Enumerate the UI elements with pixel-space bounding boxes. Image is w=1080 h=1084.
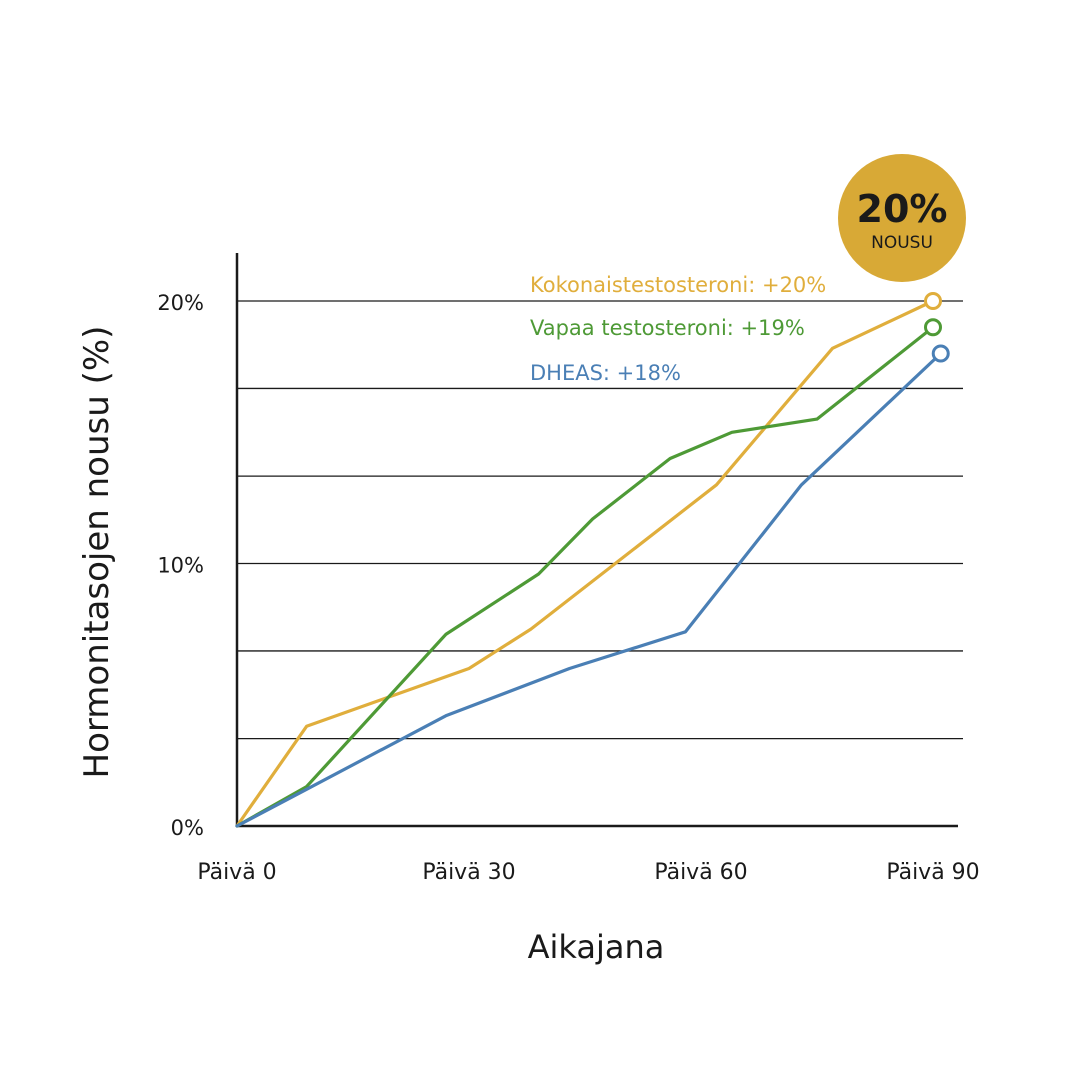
axes (235, 253, 958, 828)
legend-entry: Kokonaistestosteroni: +20% (530, 273, 826, 297)
x-axis-label: Aikajana (528, 928, 665, 966)
badge-circle (838, 154, 966, 282)
x-tick-labels: Päivä 0 Päivä 30 Päivä 60 Päivä 90 (197, 860, 979, 885)
series-line (235, 299, 935, 828)
y-tick-label: 0% (171, 816, 204, 840)
series-end-marker (924, 318, 942, 337)
y-tick-labels: 0% 10% 20% (157, 291, 204, 840)
x-tick-label: Päivä 60 (654, 860, 747, 885)
series-lines (235, 292, 950, 828)
x-tick-label: Päivä 90 (886, 860, 979, 885)
series-line (235, 351, 943, 828)
series-end-marker (924, 292, 942, 310)
gridlines (237, 300, 963, 740)
y-axis-label: Hormonitasojen nousu (%) (77, 326, 117, 779)
increase-badge: 20% NOUSU (838, 154, 966, 282)
legend-entry: Vapaa testosteroni: +19% (530, 316, 805, 340)
y-tick-label: 20% (157, 291, 204, 315)
series-line (235, 325, 935, 828)
legend: Kokonaistestosteroni: +20% Vapaa testoste… (530, 273, 826, 385)
badge-value: 20% (857, 187, 948, 231)
x-tick-label: Päivä 30 (422, 860, 515, 885)
legend-entry: DHEAS: +18% (530, 361, 681, 385)
badge-label: NOUSU (871, 233, 933, 253)
series-end-marker (931, 344, 950, 363)
y-tick-label: 10% (157, 554, 204, 578)
x-tick-label: Päivä 0 (197, 860, 276, 885)
